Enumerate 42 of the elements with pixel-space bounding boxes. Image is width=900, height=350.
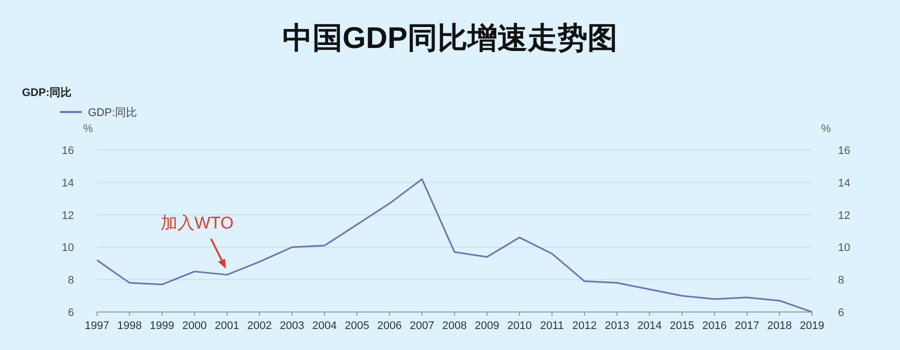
y-tick-label: 12 xyxy=(62,210,74,222)
y2-tick-label: 14 xyxy=(838,177,850,190)
x-tick-label: 2005 xyxy=(344,320,370,332)
y2-tick-label: 10 xyxy=(838,242,850,254)
x-tick-label: 2009 xyxy=(474,320,500,332)
x-tick-label: 2003 xyxy=(280,320,304,332)
x-tick-label: 2004 xyxy=(312,320,337,332)
annotation: 加入WTO xyxy=(160,214,234,233)
x-tick-label: 2014 xyxy=(637,320,662,332)
x-tick-label: 2001 xyxy=(214,320,240,332)
legend-title: GDP:同比 xyxy=(22,86,72,99)
x-tick-label: 2008 xyxy=(442,320,467,332)
x-tick-label: 1998 xyxy=(117,320,142,332)
legend-label: GDP:同比 xyxy=(88,106,137,119)
x-tick-label: 2011 xyxy=(540,320,564,332)
x-tick-label: 2013 xyxy=(604,320,630,332)
y-tick-label: 16 xyxy=(62,145,74,157)
x-tick-label: 2006 xyxy=(377,320,402,332)
x-tick-label: 2018 xyxy=(767,320,792,332)
y2-tick-label: 8 xyxy=(838,274,844,287)
chart-title: 中国GDP同比增速走势图 xyxy=(282,22,618,55)
y2-tick-label: 16 xyxy=(838,145,850,157)
x-tick-label: 2017 xyxy=(734,320,760,332)
y2-axis-title: % xyxy=(821,123,832,135)
y-axis-title: % xyxy=(83,123,94,135)
y-tick-label: 6 xyxy=(68,307,74,319)
x-tick-label: 1997 xyxy=(84,320,110,332)
x-tick-label: 2016 xyxy=(702,320,727,332)
x-tick-label: 2002 xyxy=(247,320,272,332)
x-tick-label: 2019 xyxy=(800,320,824,332)
x-tick-label: 2015 xyxy=(670,320,694,332)
y-tick-label: 8 xyxy=(68,274,74,287)
y-tick-label: 14 xyxy=(62,177,74,190)
y2-tick-label: 12 xyxy=(838,210,850,222)
y-tick-label: 10 xyxy=(62,242,74,254)
line-series xyxy=(96,178,813,313)
x-tick-label: 2007 xyxy=(410,320,434,332)
x-tick-label: 2012 xyxy=(572,320,597,332)
x-tick-label: 2000 xyxy=(182,320,207,332)
x-tick-label: 2010 xyxy=(507,320,532,332)
x-tick-label: 1999 xyxy=(150,320,174,332)
y2-tick-label: 6 xyxy=(838,307,844,319)
